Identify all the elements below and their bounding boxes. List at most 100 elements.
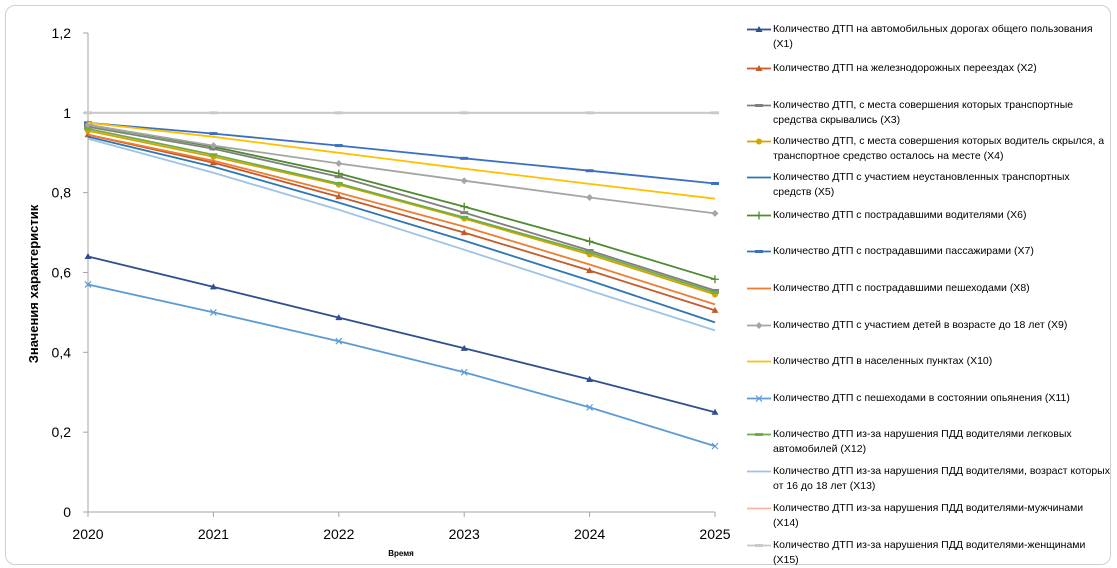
series-line bbox=[87, 137, 716, 332]
data-point bbox=[585, 251, 594, 255]
legend-item-x4: Количество ДТП, с места совершения котор… bbox=[745, 134, 1110, 164]
legend-swatch-marker bbox=[755, 395, 763, 402]
data-point bbox=[334, 181, 343, 185]
legend-label: Количество ДТП из-за нарушения ПДД водит… bbox=[773, 539, 1086, 566]
data-point bbox=[84, 253, 92, 260]
legend-item-x6: Количество ДТП с пострадавшими водителям… bbox=[745, 208, 1110, 223]
data-point bbox=[711, 275, 719, 284]
legend-swatch bbox=[747, 26, 771, 32]
data-point bbox=[209, 308, 217, 316]
legend-label: Количество ДТП, с места совершения котор… bbox=[773, 135, 1105, 162]
series-x5 bbox=[87, 135, 716, 324]
legend-item-x5: Количество ДТП с участием неустановленны… bbox=[745, 170, 1110, 200]
series-line bbox=[87, 125, 716, 292]
legend-item-x10: Количество ДТП в населенных пунктах (X10… bbox=[745, 354, 1110, 369]
data-point bbox=[711, 181, 719, 185]
legend-label: Количество ДТП в населенных пунктах (X10… bbox=[773, 355, 993, 367]
y-tick-label: 1 bbox=[63, 105, 71, 121]
data-point bbox=[711, 408, 719, 415]
data-point bbox=[209, 142, 217, 150]
legend-label: Количество ДТП с участием детей в возрас… bbox=[773, 319, 1068, 331]
data-point bbox=[586, 403, 594, 411]
legend-item-x11: Количество ДТП с пешеходами в состоянии … bbox=[745, 391, 1110, 406]
data-point bbox=[84, 127, 92, 131]
legend-swatch bbox=[747, 65, 771, 71]
chart-axes: 0 0,2 0,4 0,6 0,8 1 1,2 2020 2021 2022 2023 2024 202… bbox=[52, 25, 731, 542]
data-point bbox=[585, 111, 594, 115]
legend-label: Количество ДТП с пострадавшими пешеходам… bbox=[773, 282, 1030, 294]
data-point bbox=[711, 442, 719, 450]
series-x11 bbox=[84, 281, 719, 450]
data-point bbox=[335, 193, 343, 200]
data-point bbox=[460, 229, 468, 236]
legend-item-x9: Количество ДТП с участием детей в возрас… bbox=[745, 318, 1110, 333]
data-point bbox=[460, 344, 468, 351]
legend-swatch bbox=[747, 176, 771, 179]
data-point bbox=[711, 290, 719, 294]
x-tick-label: 2024 bbox=[574, 526, 605, 542]
data-point bbox=[334, 169, 343, 178]
legend-swatch bbox=[747, 360, 771, 363]
series-x13 bbox=[87, 137, 716, 332]
series-line bbox=[87, 121, 716, 185]
data-point bbox=[711, 288, 719, 292]
legend-swatch-marker bbox=[755, 26, 763, 32]
legend-label: Количество ДТП с участием неустановленны… bbox=[773, 171, 1070, 198]
legend-swatch bbox=[747, 322, 771, 329]
data-point bbox=[711, 306, 719, 313]
y-tick-label: 0,6 bbox=[52, 265, 72, 281]
x-tick-label: 2023 bbox=[449, 526, 480, 542]
legend-label: Количество ДТП из-за нарушения ПДД водит… bbox=[773, 465, 1110, 492]
data-point bbox=[334, 144, 343, 148]
legend-swatch-marker bbox=[755, 104, 763, 107]
legend-swatch bbox=[747, 507, 771, 510]
legend-item-x13: Количество ДТП из-за нарушения ПДД водит… bbox=[745, 464, 1110, 494]
data-point bbox=[460, 177, 468, 185]
series-line bbox=[87, 283, 716, 447]
legend-swatch bbox=[747, 433, 771, 436]
line-chart: 0 0,2 0,4 0,6 0,8 1 1,2 2020 2021 2022 2023 2024 202… bbox=[26, 25, 731, 558]
legend-item-x3: Количество ДТП, с места совершения котор… bbox=[745, 98, 1110, 128]
legend-swatch bbox=[747, 211, 771, 220]
chart-frame bbox=[5, 5, 1111, 565]
x-tick-label: 2025 bbox=[699, 526, 730, 542]
legend-swatch bbox=[747, 104, 771, 107]
legend-item-x15: Количество ДТП из-за нарушения ПДД водит… bbox=[745, 538, 1110, 568]
y-axis-label: Значения характеристик bbox=[26, 204, 41, 363]
data-point bbox=[209, 153, 218, 157]
legend-label: Количество ДТП из-за нарушения ПДД водит… bbox=[773, 502, 1084, 529]
legend-item-x2: Количество ДТП на железнодорожных переез… bbox=[745, 61, 1110, 76]
legend-swatch bbox=[747, 470, 771, 473]
series-line bbox=[87, 123, 716, 281]
legend-label: Количество ДТП на железнодорожных переез… bbox=[773, 62, 1037, 74]
data-point bbox=[209, 283, 217, 290]
data-point bbox=[460, 368, 468, 376]
legend-label: Количество ДТП с пострадавшими пассажира… bbox=[773, 245, 1034, 257]
data-point bbox=[84, 111, 92, 115]
legend-swatch bbox=[747, 250, 771, 253]
data-point bbox=[460, 211, 469, 215]
legend-swatch bbox=[747, 138, 771, 145]
legend-item-x7: Количество ДТП с пострадавшими пассажира… bbox=[745, 244, 1110, 259]
data-point bbox=[460, 111, 469, 115]
data-point bbox=[335, 337, 343, 345]
legend-item-x8: Количество ДТП с пострадавшими пешеходам… bbox=[745, 281, 1110, 296]
legend-label: Количество ДТП, с места совершения котор… bbox=[773, 99, 1074, 126]
data-point bbox=[460, 202, 469, 211]
y-tick-label: 0,4 bbox=[52, 344, 72, 360]
legend-swatch-marker bbox=[755, 65, 763, 71]
legend-item-x1: Количество ДТП на автомобильных дорогах … bbox=[745, 22, 1110, 52]
legend-swatch bbox=[747, 544, 771, 547]
series-line bbox=[87, 121, 716, 200]
x-tick-label: 2020 bbox=[72, 526, 103, 542]
series-x12 bbox=[84, 127, 719, 294]
data-point bbox=[209, 132, 218, 136]
data-point bbox=[586, 375, 594, 382]
data-point bbox=[209, 159, 217, 166]
legend-label: Количество ДТП из-за нарушения ПДД водит… bbox=[773, 428, 1072, 455]
series-line bbox=[87, 255, 716, 414]
data-point bbox=[586, 267, 594, 274]
series-x2 bbox=[84, 131, 719, 313]
legend-item-x12: Количество ДТП из-за нарушения ПДД водит… bbox=[745, 427, 1110, 457]
legend-label: Количество ДТП с пешеходами в состоянии … bbox=[773, 392, 1070, 404]
